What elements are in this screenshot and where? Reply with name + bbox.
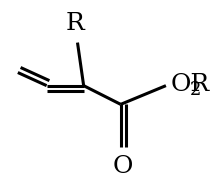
- Text: OR: OR: [171, 73, 210, 96]
- Text: 2: 2: [190, 81, 201, 99]
- Text: O: O: [113, 155, 133, 178]
- Text: R: R: [66, 12, 85, 35]
